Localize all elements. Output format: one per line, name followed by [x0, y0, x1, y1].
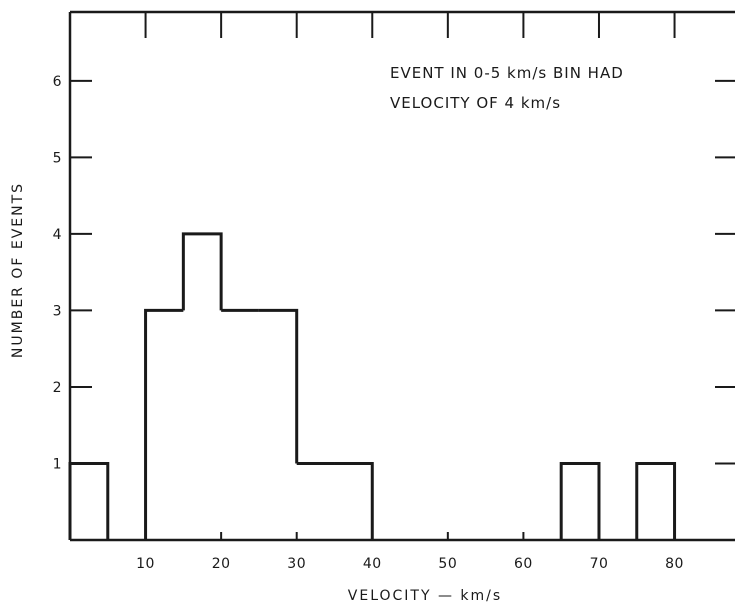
histogram-bar	[144, 308, 184, 540]
histogram-bar	[181, 232, 223, 311]
x-tick-label: 10	[136, 556, 155, 572]
y-axis-title: NUMBER OF EVENTS	[10, 182, 26, 358]
x-axis-title: VELOCITY — km/s	[348, 588, 502, 604]
histogram-bar	[258, 308, 299, 464]
histogram-bar	[559, 461, 601, 540]
labels-layer: 10 20 30 40 50 60 70 80 1 2 3 4 5 6	[53, 74, 684, 572]
y-tick-label: 6	[53, 74, 62, 90]
annotation-line-2: VELOCITY OF 4 km/s	[390, 94, 561, 112]
marks-layer	[68, 232, 677, 540]
x-tick-label: 70	[590, 556, 609, 572]
ticks-layer	[70, 12, 735, 540]
x-tick-label: 50	[438, 556, 457, 572]
x-tick-label: 40	[363, 556, 382, 572]
histogram-bar	[635, 461, 677, 540]
x-tick-label: 30	[287, 556, 306, 572]
y-tick-label: 4	[53, 227, 62, 243]
x-tick-label: 80	[665, 556, 684, 572]
histogram-bar	[334, 461, 374, 540]
y-tick-label: 1	[53, 456, 62, 472]
x-tick-label: 60	[514, 556, 533, 572]
y-tick-label: 5	[53, 150, 62, 166]
axes-layer	[68, 10, 735, 542]
annotation-line-1: EVENT IN 0-5 km/s BIN HAD	[390, 64, 624, 82]
y-tick-label: 3	[53, 303, 62, 319]
y-tick-label: 2	[53, 380, 62, 396]
x-tick-label: 20	[212, 556, 231, 572]
histogram-bar	[68, 461, 110, 540]
